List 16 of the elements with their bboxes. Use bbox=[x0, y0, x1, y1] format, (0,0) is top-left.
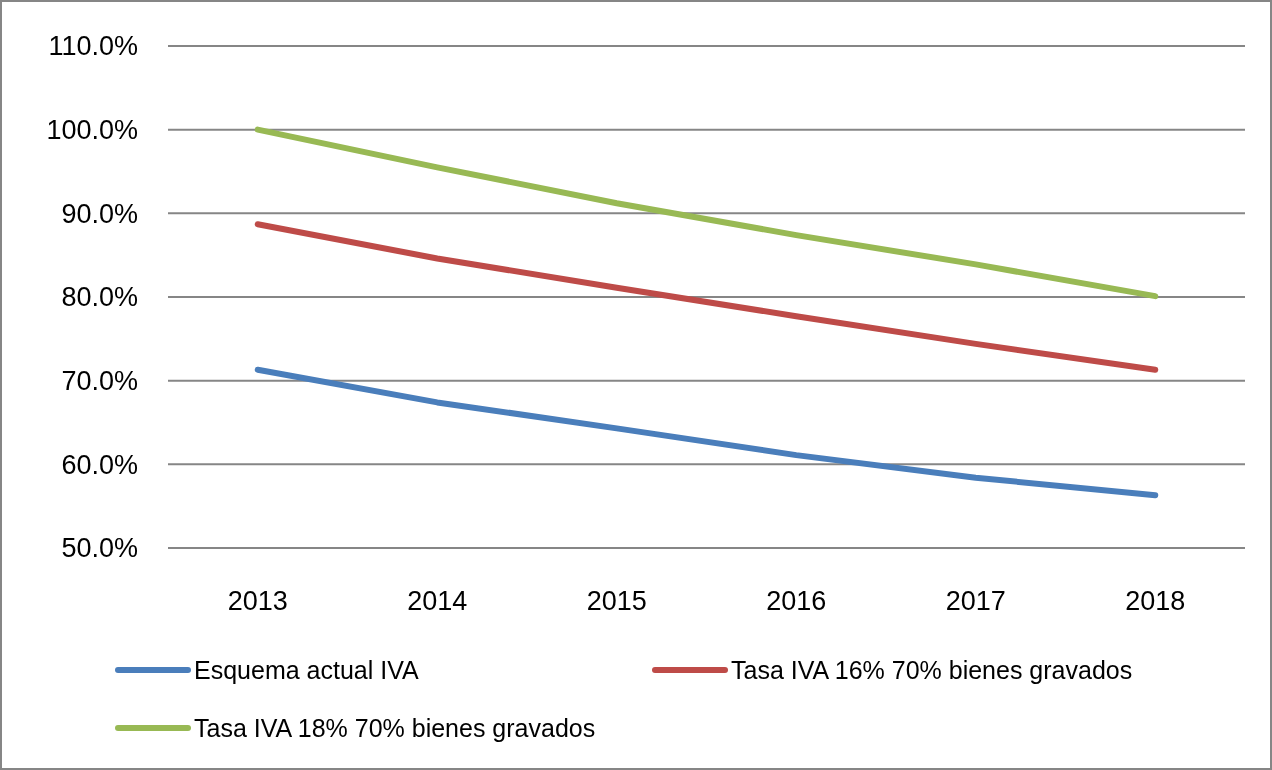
x-tick-label: 2013 bbox=[227, 586, 288, 616]
legend-label: Esquema actual IVA bbox=[194, 655, 419, 684]
legend-label: Tasa IVA 18% 70% bienes gravados bbox=[194, 713, 596, 742]
y-tick-label: 50.0% bbox=[61, 533, 138, 564]
x-tick-label: 2016 bbox=[766, 586, 827, 616]
y-tick-label: 110.0% bbox=[48, 31, 138, 62]
legend-label: Tasa IVA 16% 70% bienes gravados bbox=[731, 655, 1133, 684]
x-tick-label: 2014 bbox=[407, 586, 468, 616]
y-tick-label: 70.0% bbox=[61, 366, 138, 397]
y-tick-label: 100.0% bbox=[46, 115, 138, 146]
y-tick-label: 60.0% bbox=[61, 449, 138, 480]
y-tick-label: 80.0% bbox=[61, 282, 138, 313]
x-tick-label: 2017 bbox=[945, 586, 1006, 616]
x-tick-label: 2018 bbox=[1125, 586, 1186, 616]
x-tick-label: 2015 bbox=[586, 586, 647, 616]
y-tick-label: 90.0% bbox=[61, 198, 138, 229]
